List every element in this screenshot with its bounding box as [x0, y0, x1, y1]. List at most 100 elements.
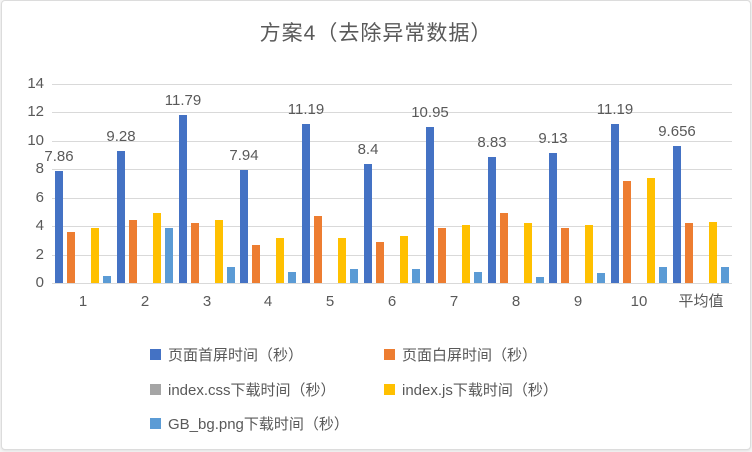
bar-series0-cat4 — [240, 170, 248, 283]
x-category-label: 9 — [573, 293, 583, 310]
bar-series1-cat2 — [129, 220, 137, 283]
legend-item-2: 页面白屏时间（秒） — [384, 345, 538, 364]
bar-series0-cat6 — [364, 164, 372, 283]
legend-item-4: index.js下载时间（秒） — [384, 380, 558, 399]
data-label: 7.94 — [229, 147, 259, 164]
y-tick-label: 14 — [27, 75, 44, 92]
x-category-label: 5 — [325, 293, 335, 310]
bar-series3-cat5 — [338, 238, 346, 283]
y-tick-label: 10 — [27, 131, 44, 149]
bar-series0-cat7 — [426, 127, 434, 283]
legend-marker-icon — [150, 417, 161, 429]
y-tick-label: 4 — [35, 217, 44, 235]
gridline — [52, 197, 732, 199]
x-category-label: 1 — [78, 293, 88, 310]
bar-series0-cat9 — [549, 153, 557, 283]
bar-series0-cat5 — [302, 124, 310, 283]
legend-label: 页面首屏时间（秒） — [168, 346, 304, 364]
data-label: 7.86 — [44, 148, 74, 165]
legend-label: 页面白屏时间（秒） — [402, 346, 538, 364]
gridline — [52, 169, 732, 171]
bar-series4-cat8 — [536, 277, 544, 283]
data-label: 9.28 — [106, 128, 136, 145]
bar-series3-cat11 — [709, 222, 717, 283]
bar-series4-cat11 — [721, 267, 729, 283]
gridline — [52, 84, 732, 85]
bar-series3-cat4 — [276, 238, 284, 283]
x-category-label: 6 — [387, 293, 397, 310]
gridline — [52, 254, 732, 256]
legend-marker-icon — [150, 383, 161, 395]
legend-label: index.css下载时间（秒） — [168, 381, 336, 399]
y-tick-label: 0 — [35, 274, 44, 291]
bar-series4-cat2 — [165, 228, 173, 283]
bar-series3-cat1 — [91, 228, 99, 283]
legend-label: GB_bg.png下载时间（秒） — [168, 415, 349, 433]
bar-series1-cat4 — [252, 245, 260, 283]
bar-series3-cat6 — [400, 236, 408, 283]
bar-series1-cat11 — [685, 223, 693, 283]
data-label: 10.95 — [411, 104, 449, 121]
legend-item-5: GB_bg.png下载时间（秒） — [150, 414, 349, 433]
x-category-label: 3 — [202, 293, 212, 310]
gridline — [52, 112, 732, 114]
bar-series1-cat6 — [376, 242, 384, 283]
x-category-label: 7 — [449, 293, 459, 310]
chart-title: 方案4（去除异常数据） — [259, 22, 493, 45]
data-label: 8.4 — [357, 141, 379, 158]
x-category-label: 4 — [263, 293, 273, 310]
legend-item-3: index.css下载时间（秒） — [150, 380, 336, 399]
data-label: 11.19 — [287, 101, 325, 118]
bar-series4-cat6 — [412, 269, 420, 283]
y-tick-label: 8 — [35, 160, 44, 178]
x-category-label: 8 — [511, 293, 521, 310]
data-label: 8.83 — [477, 134, 507, 151]
x-axis-line — [52, 283, 732, 284]
y-tick-label: 12 — [27, 103, 44, 121]
legend-item-1: 页面首屏时间（秒） — [150, 345, 304, 364]
bar-series1-cat1 — [67, 232, 75, 283]
bar-series1-cat7 — [438, 228, 446, 283]
legend-marker-icon — [384, 383, 395, 395]
bar-series0-cat3 — [179, 115, 187, 283]
data-label: 9.656 — [658, 123, 696, 140]
legend-label: index.js下载时间（秒） — [402, 381, 558, 399]
bar-series0-cat11 — [673, 146, 681, 283]
bar-series0-cat2 — [117, 151, 125, 283]
x-category-label: 平均值 — [678, 293, 724, 310]
gridline — [52, 226, 732, 228]
data-label: 11.79 — [164, 92, 202, 109]
bar-series3-cat8 — [524, 223, 532, 283]
plot-area — [52, 84, 732, 284]
bar-series4-cat9 — [597, 273, 605, 283]
bar-series0-cat8 — [488, 157, 496, 283]
bar-series4-cat4 — [288, 272, 296, 283]
bar-series3-cat3 — [215, 220, 223, 283]
legend-marker-icon — [384, 348, 395, 360]
bar-series4-cat7 — [474, 272, 482, 283]
bar-series1-cat3 — [191, 223, 199, 283]
y-tick-label: 6 — [35, 188, 44, 206]
bar-series4-cat5 — [350, 269, 358, 283]
bar-series4-cat1 — [103, 276, 111, 283]
bar-series1-cat9 — [561, 228, 569, 283]
bar-series1-cat10 — [623, 181, 631, 283]
x-category-label: 10 — [630, 293, 648, 310]
data-label: 11.19 — [596, 101, 634, 118]
bar-series3-cat7 — [462, 225, 470, 283]
bar-series1-cat5 — [314, 216, 322, 283]
y-tick-label: 2 — [35, 245, 44, 263]
gridline — [52, 140, 732, 142]
bar-series4-cat3 — [227, 267, 235, 283]
bar-series3-cat2 — [153, 213, 161, 283]
bar-series1-cat8 — [500, 213, 508, 283]
bar-series0-cat10 — [611, 124, 619, 283]
data-label: 9.13 — [538, 130, 568, 147]
bar-series3-cat10 — [647, 178, 655, 283]
legend-marker-icon — [150, 348, 161, 360]
bar-series0-cat1 — [55, 171, 63, 283]
x-category-label: 2 — [140, 293, 150, 310]
bar-series4-cat10 — [659, 267, 667, 283]
bar-series3-cat9 — [585, 225, 593, 283]
